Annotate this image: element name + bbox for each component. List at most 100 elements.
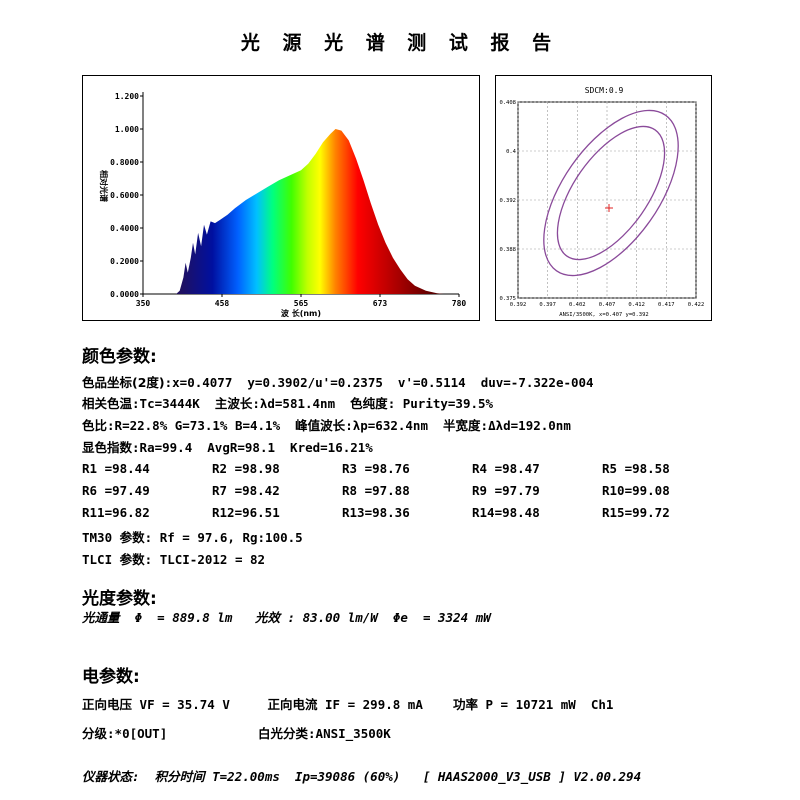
r-value-cell: R7 =98.42 — [212, 483, 280, 498]
r-value-cell: R4 =98.47 — [472, 461, 540, 476]
luminous-flux-value: Φ = 889.8 lm — [119, 610, 255, 625]
cie-xtick: 0.412 — [628, 302, 645, 308]
purity-value: : Purity=39.5% — [387, 396, 494, 411]
spectrum-ytick: 0.0000 — [110, 290, 139, 299]
spectrum-ytick: 0.6000 — [110, 191, 139, 200]
r-value-cell: R5 =98.58 — [602, 461, 670, 476]
spectrum-curve — [176, 129, 445, 294]
spectrum-xlabel: 波 长(nm) — [281, 308, 321, 318]
cie-xtick: 0.402 — [569, 302, 586, 308]
color-ratio-line: 色比:R=22.8% G=73.1% B=4.1% 峰值波长:λp=632.4n… — [82, 415, 571, 434]
cri-line: 显色指数:Ra=99.4 AvgR=98.1 Kred=16.21% — [82, 437, 373, 456]
cie-xtick: 0.407 — [599, 302, 616, 308]
dominant-wavelength-key: 主波长 — [214, 396, 253, 411]
r-value-cell: R10=99.08 — [602, 483, 670, 498]
elec-line: 正向电压 VF = 35.74 V 正向电流 IF = 299.8 mA 功率 … — [82, 694, 613, 713]
r-value-cell: R6 =97.49 — [82, 483, 150, 498]
r-value-cell: R12=96.51 — [212, 505, 280, 520]
cie-outer-ellipse — [543, 109, 679, 277]
r-value-cell: R9 =97.79 — [472, 483, 540, 498]
cie-footer: ANSI/3500K, x=0.407 y=0.392 — [559, 312, 648, 318]
spectrum-ytick: 0.8000 — [110, 158, 139, 167]
tm30-key: TM30 参数 — [82, 530, 145, 545]
cie-svg: SDCM:0.9 0.392 0.397 0.402 0.407 0.412 0.417 0… — [499, 86, 705, 318]
chromaticity-value: :x=0.4077 y=0.3902/u'=0.2375 v'=0.5114 d… — [164, 375, 594, 390]
spectrum-svg: 0.0000 0.2000 0.4000 0.6000 0.8000 1.000 1.200… — [99, 92, 467, 318]
cct-value: :Tc=3444K — [132, 396, 215, 411]
purity-key: 色纯度 — [350, 396, 388, 411]
cie-xtick: 0.417 — [658, 302, 675, 308]
spectrum-xtick: 565 — [294, 299, 309, 308]
cie-ytick: 0.392 — [499, 198, 516, 204]
spectrum-xtick: 350 — [136, 299, 151, 308]
color-ratio-value: :R=22.8% G=73.1% B=4.1% — [107, 418, 296, 433]
power-value: P = 10721 mW Ch1 — [477, 697, 614, 712]
forward-current-key: 正向电流 — [267, 697, 318, 712]
r-value-cell: R1 =98.44 — [82, 461, 150, 476]
cie-xtick: 0.392 — [510, 302, 527, 308]
tlci-value: : TLCI-2012 = 82 — [144, 552, 266, 567]
spectrum-chart: 0.0000 0.2000 0.4000 0.6000 0.8000 1.000 1.200… — [82, 75, 480, 321]
color-ratio-key: 色比 — [82, 418, 108, 433]
half-width-key: 半宽度 — [443, 418, 481, 433]
spectrum-xtick: 673 — [373, 299, 388, 308]
r-value-cell: R11=96.82 — [82, 505, 150, 520]
cri-value: :Ra=99.4 AvgR=98.1 Kred=16.21% — [132, 440, 373, 455]
forward-current-value: IF = 299.8 mA — [317, 697, 453, 712]
power-key: 功率 — [452, 697, 478, 712]
spectrum-xtick: 780 — [452, 299, 467, 308]
elec-params-heading: 电参数: — [82, 667, 140, 687]
spectrum-ytick: 1.000 — [115, 125, 139, 134]
forward-voltage-value: VF = 35.74 V — [132, 697, 268, 712]
spectrum-ytick: 1.200 — [115, 92, 139, 101]
r-value-cell: R15=99.72 — [602, 505, 670, 520]
photo-line: 光通量 Φ = 889.8 lm 光效 : 83.00 lm/W Φe = 33… — [82, 607, 491, 626]
r-value-cell: R13=98.36 — [342, 505, 410, 520]
cie-ytick: 0.375 — [499, 296, 516, 302]
cie-ytick: 0.408 — [499, 100, 516, 106]
forward-voltage-key: 正向电压 — [82, 697, 133, 712]
cie-point-marker — [605, 204, 613, 212]
instrument-status-line: 仪器状态: 积分时间 T=22.00ms Ip=39086 (60%) [ HA… — [82, 766, 641, 785]
report-title: 光 源 光 谱 测 试 报 告 — [240, 32, 560, 54]
instrument-status-sep: : — [132, 769, 155, 784]
efficacy-value: : 83.00 lm/W Φe = 3324 mW — [280, 610, 491, 625]
instrument-status-key: 仪器状态 — [82, 769, 133, 784]
cct-line: 相关色温:Tc=3444K 主波长:λd=581.4nm 色纯度: Purity… — [82, 393, 493, 412]
integration-time-value: T=22.00ms Ip=39086 (60%) [ HAAS2000_V3_U… — [204, 769, 642, 784]
spectrum-ylabel: 相对光谱 — [99, 170, 109, 202]
r-value-cell: R8 =97.88 — [342, 483, 410, 498]
cie-xtick: 0.397 — [539, 302, 556, 308]
r-value-cell: R2 =98.98 — [212, 461, 280, 476]
r-value-cell: R3 =98.76 — [342, 461, 410, 476]
grade-line: 分级:*0[OUT] — [82, 723, 167, 742]
white-class-value: :ANSI_3500K — [308, 726, 391, 741]
spectrum-xtick: 458 — [215, 299, 230, 308]
half-width-value: :Δλd=192.0nm — [480, 418, 571, 433]
white-class-line: 白光分类:ANSI_3500K — [258, 723, 391, 742]
cie-xtick: 0.422 — [688, 302, 705, 308]
cie-sdcm-label: SDCM:0.9 — [585, 86, 624, 95]
photo-params-heading: 光度参数: — [82, 589, 157, 609]
tm30-value: : Rf = 97.6, Rg:100.5 — [144, 530, 303, 545]
spectrum-ytick: 0.4000 — [110, 224, 139, 233]
peak-wavelength-value: :λp=632.4nm — [345, 418, 444, 433]
cri-key: 显色指数 — [82, 440, 133, 455]
chromaticity-line: 色品坐标(2度):x=0.4077 y=0.3902/u'=0.2375 v'=… — [82, 372, 594, 391]
cie-chart: SDCM:0.9 0.392 0.397 0.402 0.407 0.412 0.417 0… — [495, 75, 712, 321]
cie-ytick: 0.4 — [506, 149, 517, 155]
r-value-cell: R14=98.48 — [472, 505, 540, 520]
tm30-line: TM30 参数: Rf = 97.6, Rg:100.5 — [82, 527, 303, 546]
efficacy-key: 光效 — [254, 610, 280, 625]
grade-value: :*0[OUT] — [107, 726, 168, 741]
cie-inner-ellipse — [556, 125, 666, 261]
cie-ytick: 0.388 — [499, 247, 516, 253]
tlci-line: TLCI 参数: TLCI-2012 = 82 — [82, 549, 265, 568]
dominant-wavelength-value: :λd=581.4nm — [252, 396, 351, 411]
luminous-flux-key: 光通量 — [82, 610, 120, 625]
white-class-key: 白光分类 — [258, 726, 309, 741]
spectrum-ytick: 0.2000 — [110, 257, 139, 266]
cct-key: 相关色温 — [82, 396, 133, 411]
color-params-heading: 颜色参数: — [82, 347, 157, 367]
peak-wavelength-key: 峰值波长 — [295, 418, 346, 433]
